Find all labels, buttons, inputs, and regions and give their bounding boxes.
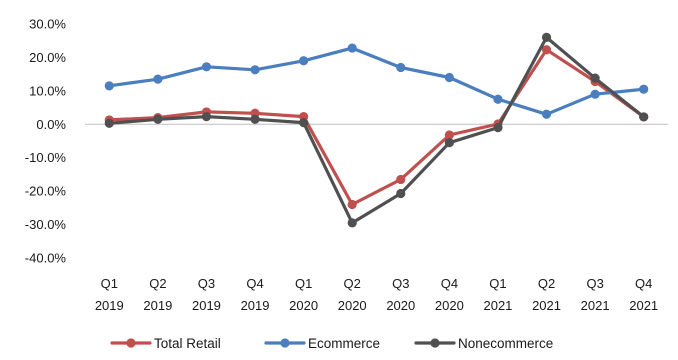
series-total-retail — [104, 45, 649, 210]
y-tick-label: -10.0% — [25, 150, 67, 165]
legend-item-total-retail: Total Retail — [110, 336, 221, 351]
series-line-ecommerce — [107, 46, 646, 116]
data-point-ecommerce — [639, 84, 649, 94]
data-point-total-retail — [396, 174, 406, 185]
series-nonecommerce — [104, 32, 649, 228]
data-point-ecommerce — [104, 81, 114, 91]
series-layer — [104, 32, 649, 228]
legend-label: Nonecommerce — [458, 336, 553, 351]
data-point-nonecommerce — [250, 114, 260, 124]
x-tick-label-quarter: Q2 — [538, 276, 555, 291]
x-tick-label-quarter: Q3 — [586, 276, 603, 291]
series-line-total-retail — [107, 48, 646, 207]
x-tick-label-year: 2021 — [581, 298, 610, 313]
data-point-nonecommerce — [396, 188, 406, 199]
x-tick-label-year: 2019 — [192, 298, 221, 313]
x-tick-label-year: 2019 — [95, 298, 124, 313]
data-point-ecommerce — [347, 43, 357, 53]
legend-swatch-marker — [126, 338, 136, 348]
x-tick-label-quarter: Q3 — [198, 276, 215, 291]
data-point-nonecommerce — [590, 73, 600, 83]
legend-item-nonecommerce: Nonecommerce — [414, 336, 553, 351]
data-point-nonecommerce — [201, 111, 212, 122]
axis-layer: 30.0% 20.0% 10.0% 0.0% -10.0% -20.0% -30.0% -40… — [25, 17, 668, 313]
data-point-ecommerce — [299, 56, 309, 66]
x-tick-label-quarter: Q4 — [246, 276, 263, 291]
x-tick-label-quarter: Q1 — [101, 276, 118, 291]
data-point-nonecommerce — [104, 118, 114, 128]
series-ecommerce — [104, 43, 649, 119]
data-point-ecommerce — [444, 72, 454, 83]
data-point-total-retail — [541, 45, 552, 55]
data-point-nonecommerce — [299, 118, 309, 128]
data-point-ecommerce — [541, 109, 552, 119]
data-point-nonecommerce — [639, 112, 649, 122]
x-tick-label-quarter: Q2 — [344, 276, 361, 291]
y-tick-label: 10.0% — [29, 83, 66, 98]
legend-swatch-marker — [280, 338, 290, 348]
data-point-total-retail — [444, 130, 454, 140]
legend-label: Ecommerce — [308, 336, 380, 351]
y-tick-label: -40.0% — [25, 251, 67, 266]
data-point-total-retail — [347, 199, 357, 210]
legend-swatch-marker — [430, 338, 440, 348]
x-tick-label-quarter: Q1 — [489, 276, 506, 291]
y-tick-label: -20.0% — [25, 184, 67, 199]
x-tick-label-year: 2020 — [338, 298, 367, 313]
data-point-ecommerce — [493, 94, 503, 104]
x-tick-label-year: 2021 — [483, 298, 512, 313]
y-tick-label: -30.0% — [25, 217, 67, 232]
data-point-nonecommerce — [493, 123, 503, 133]
x-tick-label-year: 2020 — [289, 298, 318, 313]
data-point-nonecommerce — [444, 138, 454, 148]
x-tick-label-quarter: Q4 — [441, 276, 458, 291]
legend: Total Retail Ecommerce Nonecommerce — [110, 336, 553, 351]
x-tick-label-year: 2020 — [386, 298, 415, 313]
x-tick-label-year: 2019 — [241, 298, 270, 313]
x-tick-label-year: 2020 — [435, 298, 464, 313]
x-tick-label-quarter: Q2 — [149, 276, 166, 291]
series-line-nonecommerce — [107, 35, 646, 225]
data-point-ecommerce — [153, 74, 163, 84]
data-point-ecommerce — [250, 65, 260, 75]
data-point-ecommerce — [590, 89, 600, 99]
y-tick-label: 20.0% — [29, 50, 66, 65]
x-tick-label-quarter: Q1 — [295, 276, 312, 291]
data-point-nonecommerce — [347, 218, 357, 228]
data-point-ecommerce — [396, 62, 406, 73]
data-point-ecommerce — [201, 62, 212, 72]
data-point-nonecommerce — [541, 32, 552, 42]
y-tick-label: 0.0% — [36, 117, 66, 132]
x-tick-label-quarter: Q4 — [635, 276, 652, 291]
x-tick-label-year: 2019 — [143, 298, 172, 313]
x-tick-label-quarter: Q3 — [392, 276, 409, 291]
legend-item-ecommerce: Ecommerce — [264, 336, 380, 351]
legend-label: Total Retail — [154, 336, 221, 351]
y-tick-label: 30.0% — [29, 17, 66, 32]
x-tick-label-year: 2021 — [532, 298, 561, 313]
data-point-nonecommerce — [153, 114, 163, 124]
x-tick-label-year: 2021 — [629, 298, 658, 313]
